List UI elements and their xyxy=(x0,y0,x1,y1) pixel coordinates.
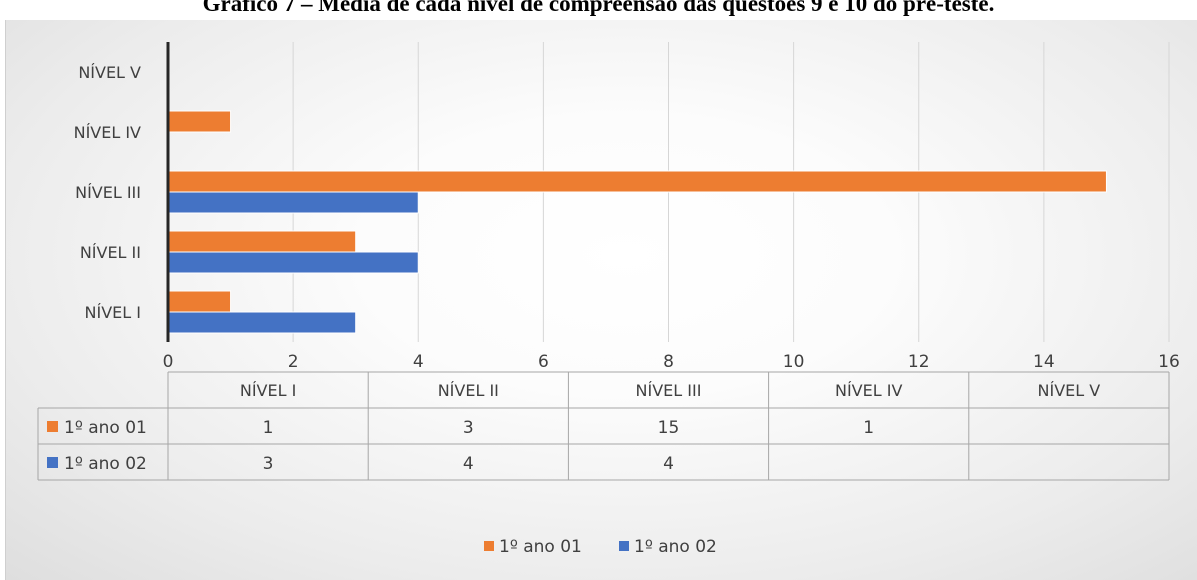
bar-1-2 xyxy=(167,230,357,253)
legend-label-2: 1º ano 02 xyxy=(634,537,717,557)
x-tick-label-1: 2 xyxy=(288,352,299,372)
legend-key-2 xyxy=(619,541,629,551)
bar-2-3 xyxy=(167,191,419,214)
table-cell-2-2: 4 xyxy=(463,454,474,474)
bar-2-2 xyxy=(167,251,419,274)
chart-area: NÍVEL I NÍVEL II NÍVEL III NÍVEL IV NÍVEL V 0… xyxy=(5,20,1197,580)
table-header-3: NÍVEL III xyxy=(636,381,702,400)
x-tick-label-3: 6 xyxy=(538,352,549,372)
table-header-1: NÍVEL I xyxy=(240,381,296,400)
legend-label-1: 1º ano 01 xyxy=(499,537,582,557)
table-legend-key-1 xyxy=(47,421,58,432)
category-label-2: NÍVEL II xyxy=(80,243,141,262)
category-label-1: NÍVEL I xyxy=(85,303,141,322)
chart-title: Gráfico 7 – Média de cada nível de compr… xyxy=(202,0,995,16)
category-label-3: NÍVEL III xyxy=(75,183,141,202)
table-cell-1-3: 15 xyxy=(658,418,680,438)
table-cell-2-3: 4 xyxy=(663,454,674,474)
x-tick-label-2: 4 xyxy=(413,352,424,372)
x-tick-label-4: 8 xyxy=(663,352,674,372)
bar-2-1 xyxy=(167,311,357,334)
table-cell-2-1: 3 xyxy=(263,454,274,474)
x-tick-label-5: 10 xyxy=(783,352,805,372)
table-cell-1-2: 3 xyxy=(463,418,474,438)
table-cell-1-4: 1 xyxy=(863,418,874,438)
bar-1-4 xyxy=(167,110,232,133)
x-tick-label-0: 0 xyxy=(163,352,174,372)
table-legend-key-2 xyxy=(47,457,58,468)
x-tick-label-7: 14 xyxy=(1033,352,1055,372)
table-row-label-1: 1º ano 01 xyxy=(64,418,147,438)
chart-svg: NÍVEL I NÍVEL II NÍVEL III NÍVEL IV NÍVEL V 0… xyxy=(37,42,1180,557)
table-header-5: NÍVEL V xyxy=(1038,381,1101,400)
table-row-label-2: 1º ano 02 xyxy=(64,454,147,474)
x-tick-label-8: 16 xyxy=(1158,352,1180,372)
table-header-4: NÍVEL IV xyxy=(835,381,902,400)
category-label-4: NÍVEL IV xyxy=(74,123,141,142)
table-header-2: NÍVEL II xyxy=(438,381,499,400)
bar-1-3 xyxy=(167,170,1107,193)
x-tick-label-6: 12 xyxy=(908,352,930,372)
table-cell-1-1: 1 xyxy=(263,418,274,438)
legend-key-1 xyxy=(484,541,494,551)
bar-1-1 xyxy=(167,290,232,313)
category-label-5: NÍVEL V xyxy=(78,63,141,82)
